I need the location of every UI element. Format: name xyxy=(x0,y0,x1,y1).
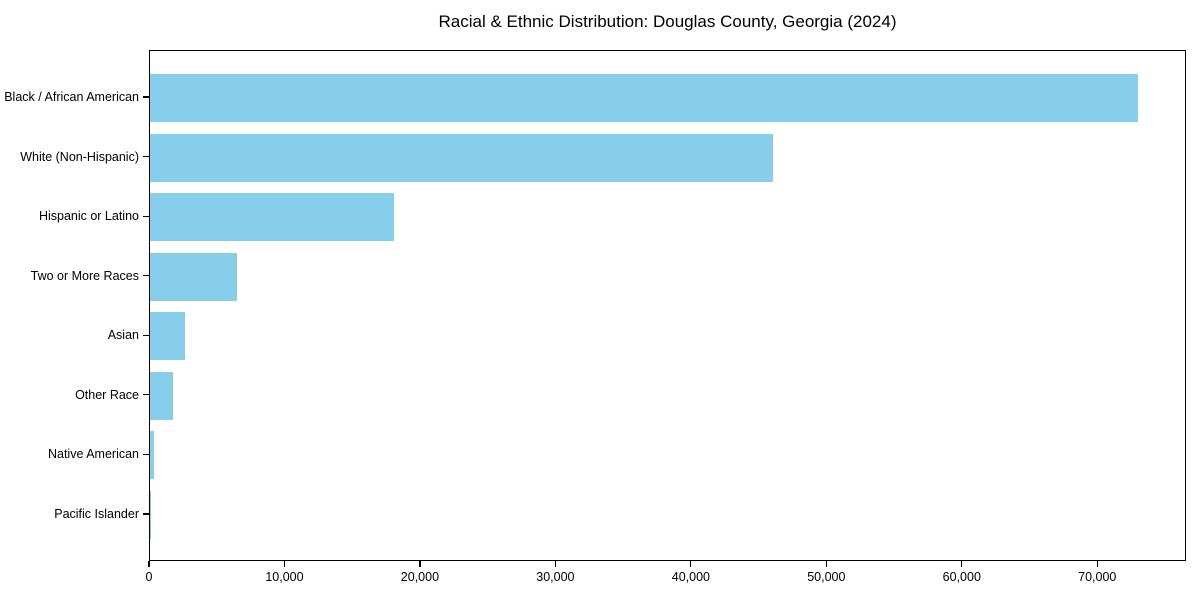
y-tick-label: Asian xyxy=(107,328,139,343)
x-tick-label: 60,000 xyxy=(942,570,981,584)
x-tick-mark xyxy=(961,561,963,567)
bar xyxy=(150,431,155,480)
y-tick-mark xyxy=(143,513,149,515)
y-tick-label: White (Non-Hispanic) xyxy=(20,149,139,164)
bar xyxy=(150,490,152,539)
bar xyxy=(150,252,237,301)
bar xyxy=(150,193,394,242)
y-tick-mark xyxy=(143,275,149,277)
x-tick-mark xyxy=(148,561,150,567)
x-tick-mark xyxy=(690,561,692,567)
x-tick-mark xyxy=(283,561,286,567)
bar xyxy=(150,133,774,182)
x-tick-label: 20,000 xyxy=(400,570,440,584)
x-tick-label: 70,000 xyxy=(1078,570,1117,584)
plot-area xyxy=(149,50,1186,561)
bar xyxy=(150,371,174,420)
x-tick-label: 10,000 xyxy=(265,570,304,584)
y-tick-label: Two or More Races xyxy=(30,268,139,283)
y-tick-label: Native American xyxy=(47,447,139,462)
x-tick-mark xyxy=(419,561,421,567)
y-tick-label: Other Race xyxy=(75,387,139,402)
x-tick-mark xyxy=(825,561,827,567)
x-tick-label: 30,000 xyxy=(536,570,575,584)
x-tick-label: 40,000 xyxy=(671,570,710,584)
y-tick-mark xyxy=(143,453,149,455)
y-tick-label: Black / African American xyxy=(4,90,139,104)
y-tick-label: Hispanic or Latino xyxy=(38,209,139,224)
y-tick-mark xyxy=(143,96,149,98)
y-tick-label: Pacific Islander xyxy=(54,506,139,521)
x-tick-mark xyxy=(554,561,556,567)
y-tick-mark xyxy=(143,334,149,336)
bar xyxy=(150,74,1138,122)
bar xyxy=(150,312,186,361)
y-tick-mark xyxy=(143,155,149,158)
y-tick-mark xyxy=(143,394,149,396)
x-tick-mark xyxy=(1096,561,1098,567)
x-tick-label: 0 xyxy=(145,570,153,584)
y-tick-mark xyxy=(143,215,149,217)
x-tick-label: 50,000 xyxy=(807,570,846,584)
chart-title: Racial & Ethnic Distribution: Douglas Co… xyxy=(438,12,897,31)
